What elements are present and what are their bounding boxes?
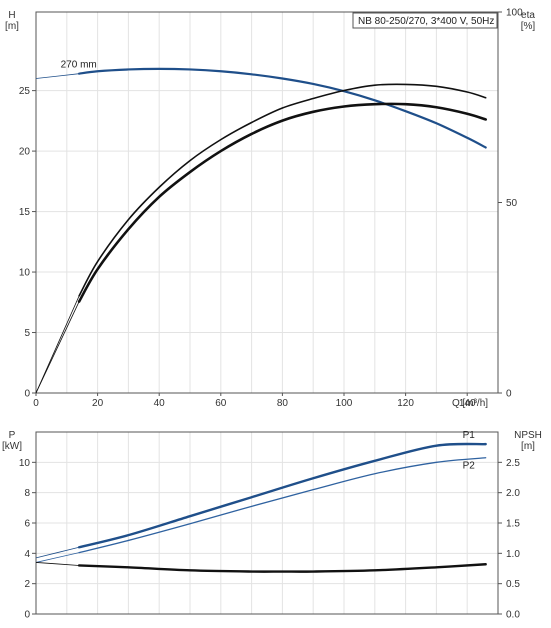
legend-text: NB 80-250/270, 3*400 V, 50Hz bbox=[358, 16, 494, 27]
y-right-tick-label: 0.5 bbox=[506, 579, 520, 590]
y-left-tick-label: 2 bbox=[24, 579, 30, 590]
series-label: P1 bbox=[463, 430, 476, 441]
x-tick-label: 60 bbox=[215, 398, 227, 409]
series-line bbox=[77, 102, 487, 303]
y-right-axis-unit: [%] bbox=[521, 21, 536, 32]
y-left-axis-unit: [kW] bbox=[2, 441, 22, 452]
x-tick-label: 120 bbox=[397, 398, 414, 409]
series-line bbox=[78, 457, 487, 554]
y-left-tick-label: 8 bbox=[24, 488, 30, 499]
series-line bbox=[77, 442, 487, 549]
x-tick-label: 140 bbox=[459, 398, 476, 409]
x-axis-label: Q [m³/h] bbox=[452, 398, 488, 409]
y-left-tick-label: 15 bbox=[19, 207, 31, 218]
series-extrapolation-line bbox=[35, 295, 80, 394]
y-left-axis-title: P bbox=[9, 430, 16, 441]
plot-frame bbox=[35, 11, 499, 394]
y-left-tick-label: 10 bbox=[19, 458, 31, 469]
series-extrapolation-line bbox=[35, 552, 80, 563]
y-right-tick-label: 100 bbox=[506, 8, 523, 19]
y-left-tick-label: 10 bbox=[19, 268, 31, 279]
series-p2: P2 bbox=[35, 457, 487, 563]
y-left-axis-unit: [m] bbox=[5, 21, 19, 32]
legend: NB 80-250/270, 3*400 V, 50Hz bbox=[352, 12, 498, 29]
series-curve-2 bbox=[35, 83, 487, 394]
y-right-axis-title: NPSH bbox=[514, 430, 542, 441]
series-extrapolation-line bbox=[35, 546, 80, 559]
power-npsh-panel: 0 2 4 6 8 10 0.0 0.5 1.0 1.5 2.0 2.5 P[kW] NPSH[m] P1 P… bbox=[2, 430, 542, 621]
series-curve-2 bbox=[35, 562, 487, 573]
series-line bbox=[77, 563, 487, 573]
series-line bbox=[78, 83, 487, 297]
y-left-tick-label: 5 bbox=[24, 328, 30, 339]
x-tick-label: 100 bbox=[336, 398, 353, 409]
y-right-axis-title: eta bbox=[521, 10, 535, 21]
y-right-axis-unit: [m] bbox=[521, 441, 535, 452]
y-left-tick-label: 4 bbox=[24, 549, 30, 560]
y-right-tick-label: 1.0 bbox=[506, 549, 520, 560]
series-extrapolation-line bbox=[35, 562, 80, 566]
y-left-tick-label: 6 bbox=[24, 519, 30, 530]
series-270-mm: 270 mm bbox=[35, 60, 487, 149]
series-extrapolation-line bbox=[35, 73, 80, 79]
horizontal-gridlines bbox=[36, 90, 498, 334]
y-right-tick-label: 0 bbox=[506, 389, 512, 400]
series-curve-1 bbox=[35, 102, 487, 394]
legend-box bbox=[352, 12, 498, 29]
vertical-gridlines bbox=[66, 12, 468, 393]
x-tick-label: 80 bbox=[277, 398, 289, 409]
y-right-tick-label: 50 bbox=[506, 198, 518, 209]
y-right-tick-label: 2.5 bbox=[506, 458, 520, 469]
horizontal-gridlines bbox=[36, 461, 498, 585]
y-left-tick-label: 20 bbox=[19, 147, 31, 158]
series-label: P2 bbox=[463, 460, 476, 471]
y-left-tick-label: 0 bbox=[24, 389, 30, 400]
y-right-tick-label: 1.5 bbox=[506, 519, 520, 530]
y-right-tick-label: 2.0 bbox=[506, 488, 520, 499]
series-line bbox=[78, 67, 487, 149]
series-label: 270 mm bbox=[61, 60, 97, 71]
series-p1: P1 bbox=[35, 430, 487, 559]
x-tick-label: 20 bbox=[92, 398, 104, 409]
y-left-axis-title: H bbox=[8, 10, 15, 21]
y-left-tick-label: 0 bbox=[24, 610, 30, 621]
x-tick-label: 40 bbox=[154, 398, 166, 409]
y-left-tick-label: 25 bbox=[19, 86, 31, 97]
y-right-tick-label: 0.0 bbox=[506, 610, 520, 621]
x-tick-label: 0 bbox=[33, 398, 39, 409]
